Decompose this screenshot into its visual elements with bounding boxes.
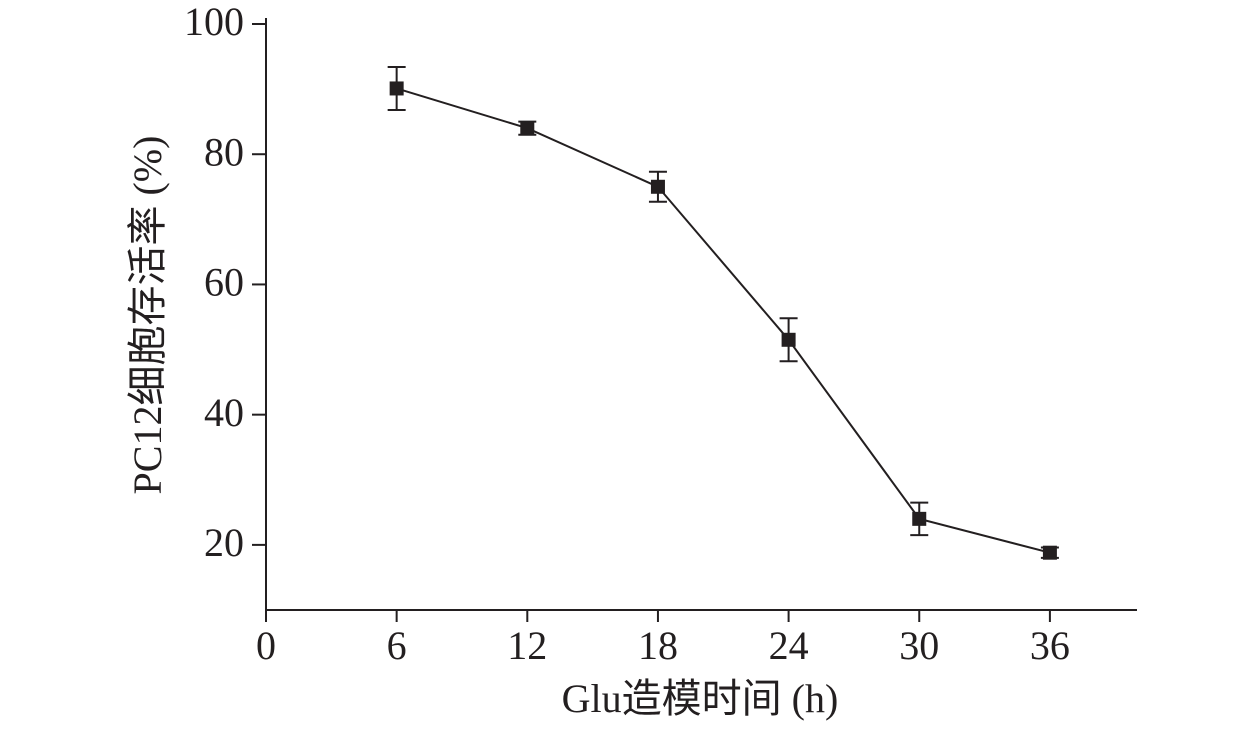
data-point bbox=[389, 81, 404, 96]
data-point bbox=[781, 332, 796, 347]
x-tick-label: 6 bbox=[387, 623, 407, 668]
x-tick-label: 36 bbox=[1030, 623, 1070, 668]
x-tick-label: 12 bbox=[507, 623, 547, 668]
y-axis-label: PC12细胞存活率 (%) bbox=[125, 136, 170, 495]
data-point bbox=[1042, 545, 1057, 560]
y-tick-label: 100 bbox=[184, 0, 244, 44]
x-axis-label: Glu造模时间 (h) bbox=[562, 676, 839, 721]
y-tick-label: 20 bbox=[204, 520, 244, 565]
x-tick-label: 30 bbox=[899, 623, 939, 668]
x-tick-label: 18 bbox=[638, 623, 678, 668]
y-tick-label: 60 bbox=[204, 260, 244, 305]
data-point bbox=[650, 179, 665, 194]
x-tick-label: 24 bbox=[769, 623, 809, 668]
data-point bbox=[912, 511, 927, 526]
y-tick-label: 40 bbox=[204, 390, 244, 435]
x-tick-label: 0 bbox=[256, 623, 276, 668]
data-point bbox=[520, 121, 535, 136]
data-line bbox=[396, 87, 1051, 554]
y-tick-label: 80 bbox=[204, 129, 244, 174]
